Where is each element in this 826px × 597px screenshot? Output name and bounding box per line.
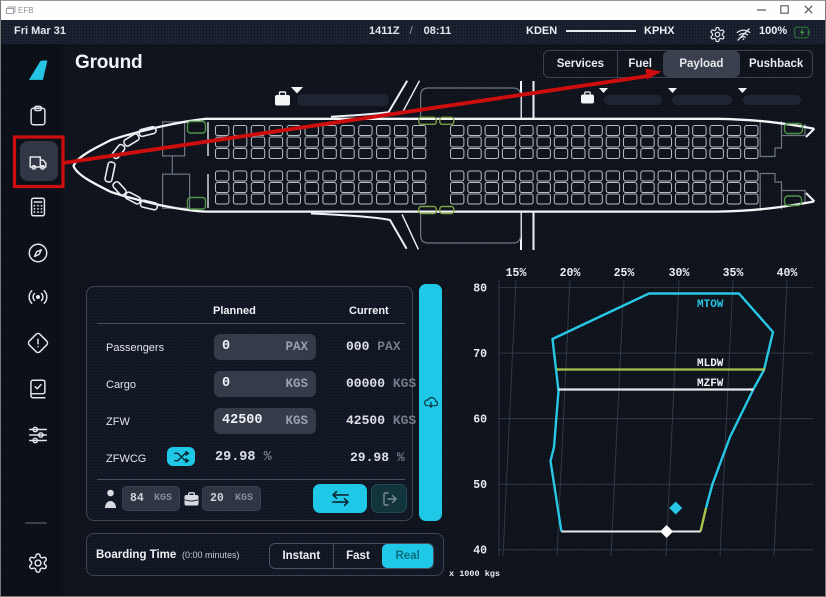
svg-text:40: 40 — [473, 545, 487, 558]
svg-text:60: 60 — [473, 414, 487, 427]
svg-text:15%: 15% — [506, 267, 527, 280]
svg-text:25%: 25% — [614, 267, 635, 280]
svg-text:x 1000 kgs: x 1000 kgs — [449, 569, 500, 579]
svg-text:50: 50 — [473, 479, 487, 492]
svg-text:40%: 40% — [777, 267, 798, 280]
svg-text:70: 70 — [473, 348, 487, 361]
svg-text:MLDW: MLDW — [697, 358, 724, 370]
svg-text:30%: 30% — [669, 267, 690, 280]
svg-text:MZFW: MZFW — [697, 378, 724, 390]
svg-text:20%: 20% — [560, 267, 581, 280]
svg-text:35%: 35% — [723, 267, 744, 280]
svg-text:MTOW: MTOW — [697, 299, 724, 311]
svg-text:80: 80 — [473, 283, 487, 296]
